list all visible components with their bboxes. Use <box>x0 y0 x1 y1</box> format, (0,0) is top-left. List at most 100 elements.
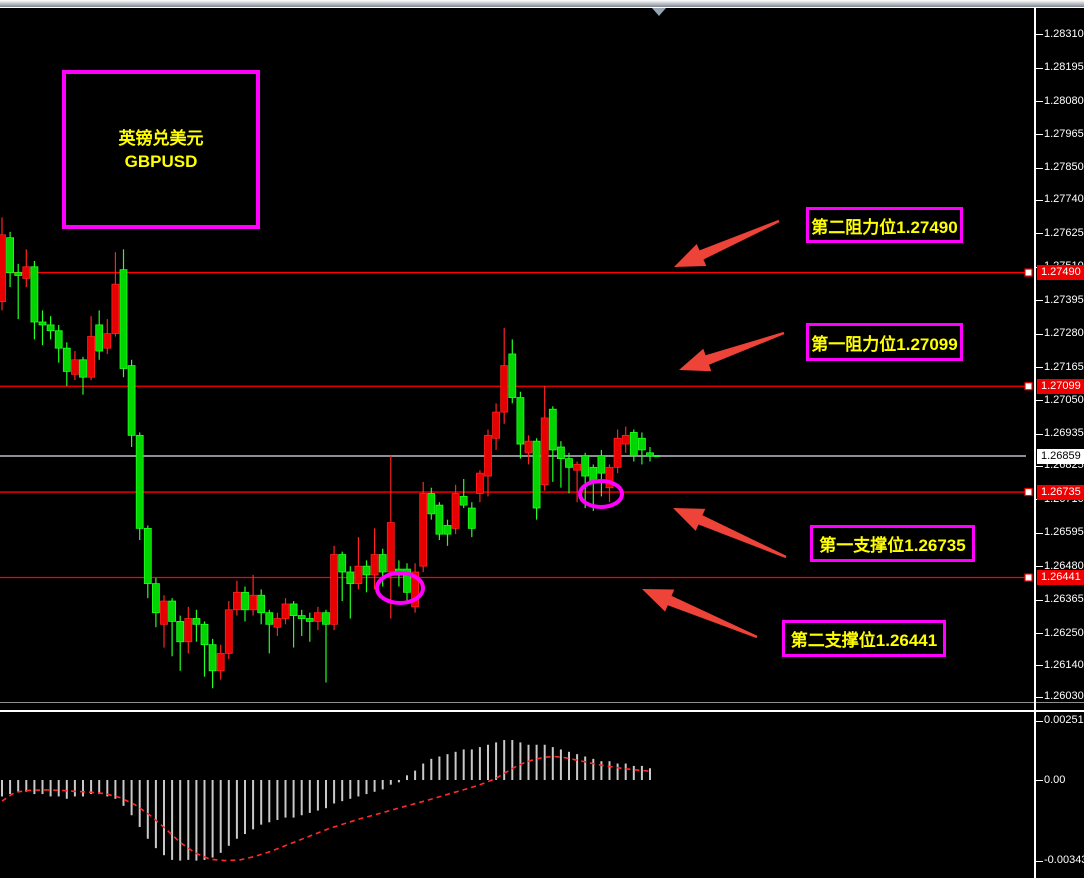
highlight-ellipse-breakout[interactable] <box>375 571 425 605</box>
price-tick-label: 1.27165 <box>1044 360 1084 373</box>
candle-bearish <box>532 440 541 509</box>
candle-bullish <box>540 417 549 486</box>
support-2-handle[interactable] <box>1024 573 1033 582</box>
macd-histogram-bar <box>640 765 643 780</box>
symbol-title-box[interactable]: 英镑兑美元 GBPUSD <box>62 70 260 229</box>
candle-bearish <box>143 527 152 585</box>
candle-bearish <box>638 437 646 451</box>
candle-bearish <box>119 269 128 369</box>
candle-bullish <box>184 618 193 643</box>
macd-histogram-bar <box>211 780 214 858</box>
resistance-2-handle[interactable] <box>1024 268 1033 277</box>
candle-bearish <box>6 237 14 273</box>
candle-bearish <box>241 591 249 611</box>
macd-histogram-bar <box>179 780 182 861</box>
candle-bearish <box>338 554 347 573</box>
price-tick-mark <box>1035 499 1043 501</box>
label-support-2: 第二支撑位1.26441 <box>790 631 938 650</box>
macd-histogram-bar <box>33 780 36 795</box>
candle-bearish <box>79 359 87 378</box>
candle-bearish <box>362 565 371 576</box>
macd-histogram-bar <box>235 780 238 839</box>
price-tick-mark <box>1035 599 1043 601</box>
price-tick-mark <box>1035 633 1043 635</box>
candle-bullish <box>87 336 95 378</box>
highlight-ellipse-retest[interactable] <box>578 479 624 509</box>
support-1-handle[interactable] <box>1024 487 1033 497</box>
macd-histogram-bar <box>551 747 554 780</box>
macd-histogram-bar <box>65 780 68 799</box>
label-box-support-2[interactable]: 第二支撑位1.26441 <box>782 620 946 657</box>
macd-histogram-bar <box>146 780 149 839</box>
label-box-resistance-1[interactable]: 第一阻力位1.27099 <box>806 323 963 361</box>
price-tick-mark <box>1035 566 1043 568</box>
candle-bearish <box>297 615 306 619</box>
price-tick-mark <box>1035 696 1043 698</box>
price-tick-mark <box>1035 400 1043 402</box>
candle-bearish <box>467 507 476 529</box>
resistance-1-axis-label: 1.27099 <box>1037 378 1084 394</box>
price-tick-label: 1.28310 <box>1044 27 1084 40</box>
candle-bullish <box>273 618 282 628</box>
price-tick-label: 1.27965 <box>1044 127 1084 140</box>
price-tick-label: 1.26250 <box>1044 626 1084 639</box>
macd-histogram-bar <box>592 758 595 780</box>
candle-bearish <box>257 594 266 614</box>
price-tick-mark <box>1035 134 1043 136</box>
macd-histogram-bar <box>130 780 133 816</box>
candle-bearish <box>151 583 160 614</box>
macd-tick-label: 0.00 <box>1044 773 1066 786</box>
macd-histogram-bar <box>527 744 530 780</box>
macd-histogram-bar <box>559 749 562 780</box>
arrow-to-resistance-2[interactable] <box>674 219 780 267</box>
price-tick-label: 1.27740 <box>1044 193 1084 206</box>
candle-bullish <box>224 609 233 654</box>
macd-histogram-bar <box>41 780 44 795</box>
price-tick-label: 1.27395 <box>1044 293 1084 306</box>
candle-bearish <box>403 568 411 593</box>
macd-histogram-bar <box>616 763 619 780</box>
label-box-support-1[interactable]: 第一支撑位1.26735 <box>810 525 975 562</box>
macd-histogram-bar <box>1 780 3 797</box>
macd-histogram-bar <box>163 780 165 856</box>
candle-bullish <box>475 472 484 494</box>
macd-histogram-bar <box>122 780 125 806</box>
candle-bearish <box>192 618 201 625</box>
arrow-to-support-1[interactable] <box>673 508 787 559</box>
price-tick-mark <box>1035 34 1043 36</box>
price-tick-mark <box>1035 233 1043 235</box>
pane-splitter[interactable] <box>0 710 1084 712</box>
chart-shift-marker-icon[interactable] <box>652 8 666 16</box>
label-box-resistance-2[interactable]: 第二阻力位1.27490 <box>806 207 963 243</box>
candle-bearish <box>629 432 638 457</box>
candle-bullish <box>370 554 379 576</box>
macd-histogram-bar <box>519 742 522 780</box>
arrow-to-support-2[interactable] <box>642 589 758 639</box>
candle-bullish <box>411 571 420 608</box>
price-tick-mark <box>1035 532 1043 534</box>
candle-bullish <box>249 594 258 611</box>
candle-bearish <box>95 324 104 352</box>
candle-bearish <box>176 621 185 643</box>
candle-bullish <box>451 493 460 529</box>
arrow-to-resistance-1[interactable] <box>679 331 785 372</box>
macd-histogram-bar <box>430 758 433 780</box>
macd-histogram-bar <box>584 756 587 780</box>
macd-histogram-bar <box>82 780 84 797</box>
candle-bearish <box>548 408 557 451</box>
price-tick-label: 1.26365 <box>1044 593 1084 606</box>
candle-bullish <box>484 434 492 477</box>
macd-tick-mark <box>1035 780 1043 781</box>
candle-bearish <box>127 365 136 436</box>
price-tick-mark <box>1035 665 1043 666</box>
price-tick-label: 1.27850 <box>1044 161 1084 174</box>
macd-histogram-bar <box>316 780 319 811</box>
macd-histogram-bar <box>154 780 157 849</box>
macd-histogram-bar <box>543 744 546 780</box>
price-tick-mark <box>1035 433 1043 435</box>
macd-histogram-bar <box>90 780 93 795</box>
price-tick-label: 1.26480 <box>1044 559 1084 572</box>
resistance-1-handle[interactable] <box>1024 382 1033 391</box>
price-tick-mark <box>1035 67 1043 69</box>
